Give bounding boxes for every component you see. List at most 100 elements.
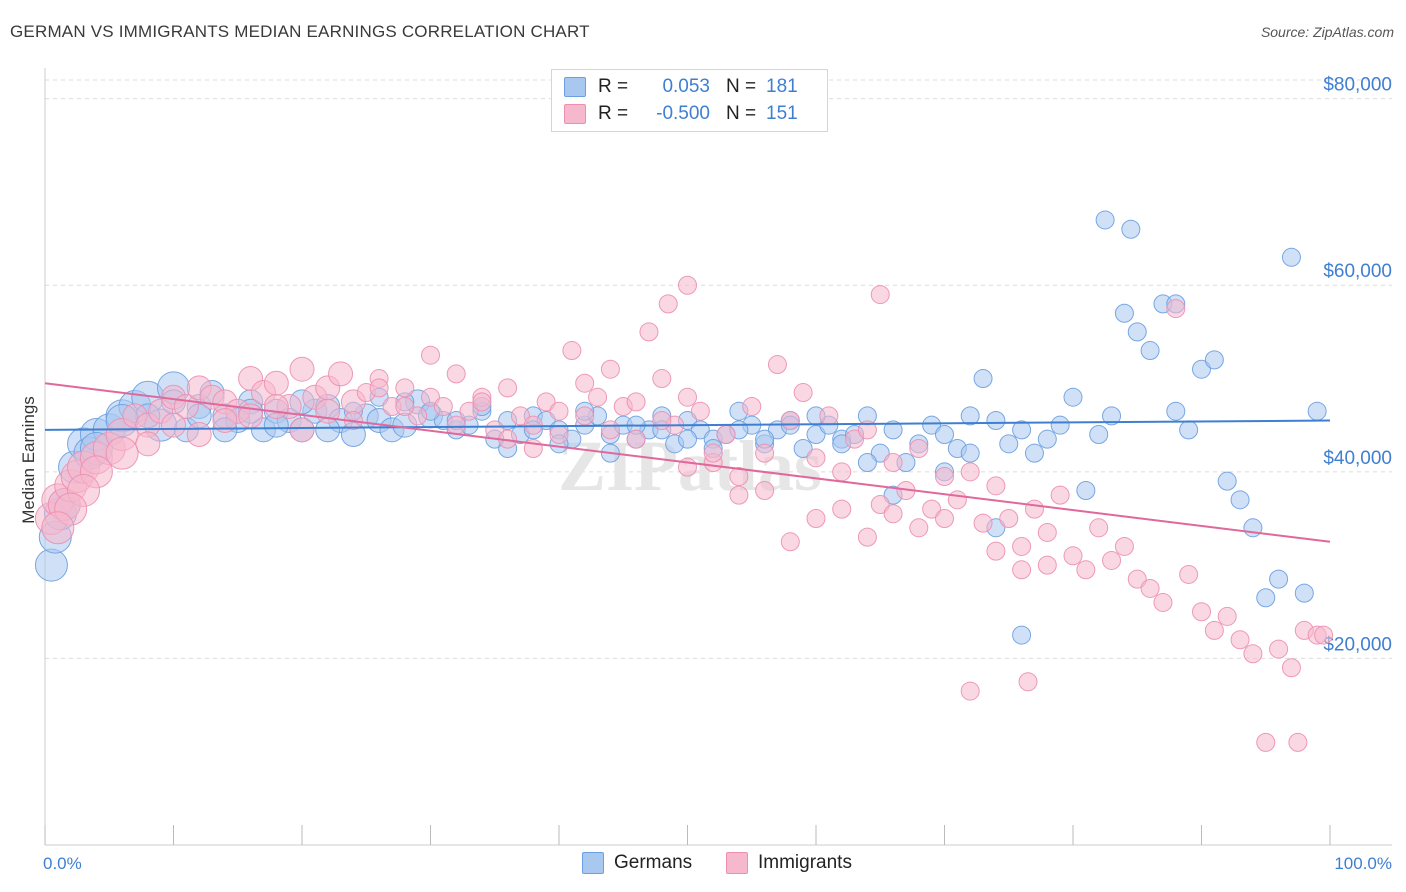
immigrants-point xyxy=(626,392,646,412)
legend-item-germans[interactable]: Germans xyxy=(582,852,692,874)
immigrants-point xyxy=(1204,620,1224,640)
germans-point xyxy=(1024,443,1044,463)
immigrants-point xyxy=(1063,546,1083,566)
germans-point xyxy=(986,411,1006,431)
y-tick-label: $60,000 xyxy=(1323,261,1392,282)
immigrants-point xyxy=(999,508,1019,528)
germans-point xyxy=(1269,569,1289,589)
germans-point xyxy=(806,425,826,445)
immigrants-point xyxy=(626,429,646,449)
immigrants-point xyxy=(857,527,877,547)
legend-item-immigrants[interactable]: Immigrants xyxy=(726,852,852,874)
x-tick-label: 0.0% xyxy=(43,854,82,873)
immigrants-point xyxy=(549,425,569,445)
germans-point xyxy=(1166,401,1186,421)
immigrants-point xyxy=(742,397,762,417)
source-label: Source: ZipAtlas.com xyxy=(1260,24,1394,40)
germans-swatch xyxy=(564,77,586,97)
immigrants-point xyxy=(1288,732,1308,752)
immigrants-series xyxy=(34,275,1334,752)
immigrants-point xyxy=(1179,564,1199,584)
immigrants-point xyxy=(883,504,903,524)
germans-point xyxy=(1179,420,1199,440)
r-label: R = xyxy=(598,76,629,97)
x-tick-label: 100.0% xyxy=(1334,854,1392,873)
immigrants-point xyxy=(1012,536,1032,556)
immigrants-point xyxy=(870,494,890,514)
immigrants-point xyxy=(767,355,787,375)
immigrants-point xyxy=(973,513,993,533)
immigrants-point xyxy=(1018,672,1038,692)
immigrants-point xyxy=(395,378,415,398)
y-tick-label: $40,000 xyxy=(1323,448,1392,469)
r-value: 0.053 xyxy=(662,76,710,97)
r-value: -0.500 xyxy=(656,103,710,124)
immigrants-point xyxy=(960,462,980,482)
germans-trend-line xyxy=(44,419,1331,431)
immigrants-point xyxy=(446,415,466,435)
immigrants-point xyxy=(806,448,826,468)
germans-legend-label: Germans xyxy=(614,852,693,873)
immigrants-point xyxy=(1153,592,1173,612)
immigrants-point xyxy=(716,425,736,445)
germans-point xyxy=(1243,518,1263,538)
immigrants-point xyxy=(1269,639,1289,659)
immigrants-point xyxy=(408,406,428,426)
immigrants-point xyxy=(263,394,289,420)
immigrants-point xyxy=(523,415,543,435)
immigrants-point xyxy=(1140,578,1160,598)
immigrants-point xyxy=(1050,485,1070,505)
immigrants-point xyxy=(161,412,186,438)
y-tick-label: $20,000 xyxy=(1323,634,1392,655)
immigrants-point xyxy=(729,485,749,505)
germans-point xyxy=(1050,415,1070,435)
immigrants-point xyxy=(41,511,75,545)
immigrants-point xyxy=(510,406,530,426)
germans-point xyxy=(922,415,942,435)
immigrants-point xyxy=(1076,560,1096,580)
germans-point xyxy=(1102,406,1122,426)
germans-point xyxy=(1076,480,1096,500)
immigrants-point xyxy=(1314,625,1334,645)
immigrants-point xyxy=(421,345,440,365)
immigrants-point xyxy=(780,532,800,552)
immigrants-point xyxy=(1102,550,1122,570)
correlation-legend: R = 0.053 N = 181 R = -0.500 N = 151 xyxy=(551,69,828,132)
germans-point xyxy=(935,425,954,445)
germans-point xyxy=(1217,471,1237,491)
germans-point xyxy=(883,420,903,440)
immigrants-point xyxy=(986,476,1006,496)
immigrants-point xyxy=(793,383,813,403)
germans-point xyxy=(1204,350,1224,370)
series-legend: Germans Immigrants xyxy=(0,852,1406,878)
immigrants-point xyxy=(1037,522,1057,542)
germans-point xyxy=(1230,490,1250,510)
immigrants-point xyxy=(652,411,672,431)
immigrants-point xyxy=(472,392,492,412)
immigrants-point xyxy=(729,466,749,486)
immigrants-point xyxy=(600,420,620,440)
immigrants-point xyxy=(588,387,608,407)
immigrants-legend-label: Immigrants xyxy=(758,852,852,873)
immigrants-point xyxy=(780,411,800,431)
immigrants-point xyxy=(498,378,518,398)
immigrants-point xyxy=(658,294,678,314)
immigrants-point xyxy=(755,443,775,463)
immigrants-point xyxy=(690,401,710,421)
germans-point xyxy=(1294,583,1314,603)
immigrants-point xyxy=(446,364,466,384)
immigrants-point xyxy=(1243,644,1263,664)
immigrants-point xyxy=(369,378,389,398)
n-label: N = xyxy=(726,76,757,97)
immigrants-point xyxy=(575,406,595,426)
immigrants-point xyxy=(263,370,289,396)
germans-point xyxy=(793,439,813,459)
immigrants-point xyxy=(652,369,672,389)
germans-point xyxy=(1307,401,1327,421)
immigrants-point xyxy=(1281,658,1301,678)
immigrants-point xyxy=(819,406,839,426)
germans-legend-swatch xyxy=(582,852,604,874)
immigrants-point xyxy=(536,392,556,412)
immigrants-point xyxy=(678,387,697,407)
germans-point xyxy=(1281,247,1301,267)
